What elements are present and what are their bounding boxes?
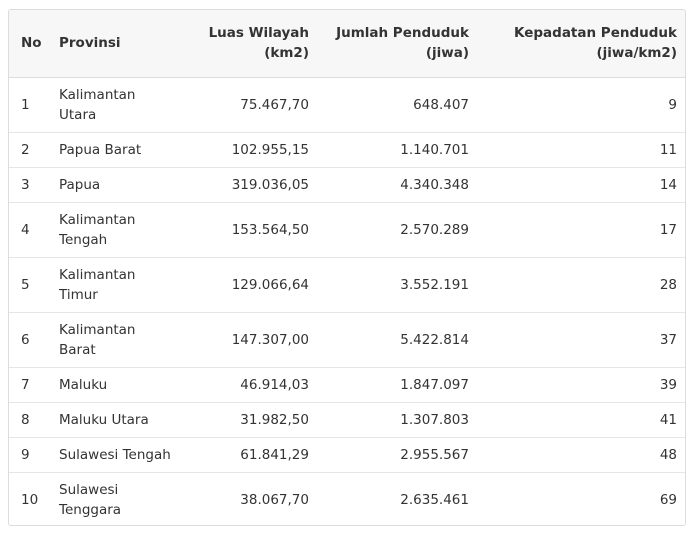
cell-provinsi: Papua: [49, 166, 184, 202]
header-jumlah-line1: Jumlah Penduduk: [336, 25, 469, 42]
cell-provinsi-line2: Tengah: [59, 231, 108, 248]
table-row: 1 Kalimantan Utara 75.467,70 648.407 9: [9, 77, 685, 132]
cell-provinsi: Sulawesi Tengah: [49, 436, 184, 472]
cell-no: 8: [9, 401, 49, 437]
header-no: No: [9, 10, 49, 78]
cell-luas-wilayah: 75.467,70: [240, 96, 309, 113]
cell-kepadatan-penduduk: 14: [479, 166, 685, 202]
table-row: 2 Papua Barat 102.955,15 1.140.701 11: [9, 131, 685, 167]
cell-no: 6: [9, 311, 49, 367]
table-row: 6 Kalimantan Barat 147.307,00 5.422.814 37: [9, 311, 685, 367]
cell-luas-wilayah: 129.066,64: [184, 256, 319, 312]
cell-provinsi: Maluku Utara: [49, 401, 184, 437]
table-row: 3 Papua 319.036,05 4.340.348 14: [9, 166, 685, 202]
table-row: 5 Kalimantan Timur 129.066,64 3.552.191 28: [9, 256, 685, 312]
cell-luas-wilayah: 102.955,15: [184, 131, 319, 167]
population-density-table: No Provinsi Luas Wilayah (km2) Jumlah Pe…: [8, 9, 686, 526]
cell-jumlah-penduduk: 4.340.348: [319, 166, 479, 202]
header-row: No Provinsi Luas Wilayah (km2) Jumlah Pe…: [9, 10, 685, 78]
header-jumlah-penduduk: Jumlah Penduduk (jiwa): [319, 10, 479, 78]
cell-jumlah-penduduk: 648.407: [413, 96, 469, 113]
cell-jumlah-penduduk: 1.847.097: [319, 366, 479, 402]
cell-provinsi-line1: Papua: [59, 176, 101, 193]
cell-provinsi-line1: Sulawesi: [59, 481, 119, 498]
cell-kepadatan-penduduk: 39: [479, 366, 685, 402]
cell-kepadatan-penduduk: 11: [479, 131, 685, 167]
cell-no: 2: [9, 131, 49, 167]
cell-provinsi: Kalimantan Tengah: [49, 201, 184, 257]
cell-luas-wilayah: 153.564,50: [184, 201, 319, 257]
cell-jumlah-penduduk: 1.140.701: [319, 131, 479, 167]
cell-provinsi-line2: Barat: [59, 341, 96, 358]
cell-provinsi-line1: Kalimantan: [59, 86, 136, 103]
cell-provinsi-line2: Utara: [59, 106, 97, 123]
header-kepadatan-penduduk: Kepadatan Penduduk (jiwa/km2): [479, 10, 685, 78]
cell-kepadatan-penduduk: 41: [479, 401, 685, 437]
header-luas-line2: (km2): [264, 45, 309, 62]
table-row: 7 Maluku 46.914,03 1.847.097 39: [9, 366, 685, 402]
cell-jumlah-penduduk: 5.422.814: [319, 311, 479, 367]
header-provinsi: Provinsi: [49, 10, 184, 78]
header-luas-line1: Luas Wilayah: [208, 25, 309, 42]
header-jumlah-line2: (jiwa): [425, 45, 469, 62]
cell-provinsi-line1: Sulawesi Tengah: [59, 446, 171, 463]
cell-kepadatan-penduduk: 28: [479, 256, 685, 312]
header-kepadatan-line1: Kepadatan Penduduk: [514, 25, 677, 42]
cell-luas-wilayah: 147.307,00: [184, 311, 319, 367]
cell-kepadatan-penduduk: 48: [479, 436, 685, 472]
cell-kepadatan-penduduk: 17: [479, 201, 685, 257]
cell-jumlah-penduduk: 2.570.289: [319, 201, 479, 257]
cell-no: 5: [9, 256, 49, 312]
cell-provinsi: Papua Barat: [49, 131, 184, 167]
cell-no: 9: [9, 436, 49, 472]
cell-provinsi: Kalimantan Timur: [49, 256, 184, 312]
cell-provinsi-line1: Kalimantan: [59, 211, 136, 228]
cell-provinsi: Maluku: [49, 366, 184, 402]
cell-luas-wilayah: 61.841,29: [184, 436, 319, 472]
cell-jumlah-penduduk: 2.955.567: [319, 436, 479, 472]
cell-provinsi: Kalimantan Barat: [49, 311, 184, 367]
header-kepadatan-line2: (jiwa/km2): [596, 45, 677, 62]
cell-kepadatan-penduduk: 69: [479, 471, 685, 525]
cell-provinsi-line2: Timur: [59, 286, 98, 303]
table-body: 1 Kalimantan Utara 75.467,70 648.407 9 2 Papua …: [9, 77, 685, 525]
cell-provinsi-line1: Kalimantan: [59, 266, 136, 283]
data-table: No Provinsi Luas Wilayah (km2) Jumlah Pe…: [9, 10, 685, 525]
table-header: No Provinsi Luas Wilayah (km2) Jumlah Pe…: [9, 10, 685, 78]
cell-jumlah-penduduk: 3.552.191: [319, 256, 479, 312]
cell-no: 3: [9, 166, 49, 202]
cell-luas-wilayah: 319.036,05: [184, 166, 319, 202]
cell-provinsi-line1: Maluku Utara: [59, 411, 149, 428]
cell-provinsi: Sulawesi Tenggara: [49, 471, 184, 525]
cell-provinsi-line1: Kalimantan: [59, 321, 136, 338]
cell-no: 10: [9, 471, 49, 525]
cell-no: 1: [21, 96, 30, 113]
cell-no: 4: [9, 201, 49, 257]
table-row: 9 Sulawesi Tengah 61.841,29 2.955.567 48: [9, 436, 685, 472]
table-row: 4 Kalimantan Tengah 153.564,50 2.570.289 17: [9, 201, 685, 257]
cell-luas-wilayah: 46.914,03: [184, 366, 319, 402]
cell-luas-wilayah: 31.982,50: [184, 401, 319, 437]
cell-kepadatan-penduduk: 9: [668, 96, 677, 113]
cell-no: 7: [9, 366, 49, 402]
table-row: 8 Maluku Utara 31.982,50 1.307.803 41: [9, 401, 685, 437]
cell-jumlah-penduduk: 2.635.461: [319, 471, 479, 525]
cell-provinsi: Kalimantan Utara: [49, 77, 184, 132]
header-luas-wilayah: Luas Wilayah (km2): [184, 10, 319, 78]
cell-luas-wilayah: 38.067,70: [184, 471, 319, 525]
cell-provinsi-line1: Maluku: [59, 376, 108, 393]
table-row: 10 Sulawesi Tenggara 38.067,70 2.635.461 69: [9, 471, 685, 525]
cell-jumlah-penduduk: 1.307.803: [319, 401, 479, 437]
cell-provinsi-line2: Tenggara: [59, 501, 122, 518]
cell-provinsi-line1: Papua Barat: [59, 141, 142, 158]
cell-kepadatan-penduduk: 37: [479, 311, 685, 367]
